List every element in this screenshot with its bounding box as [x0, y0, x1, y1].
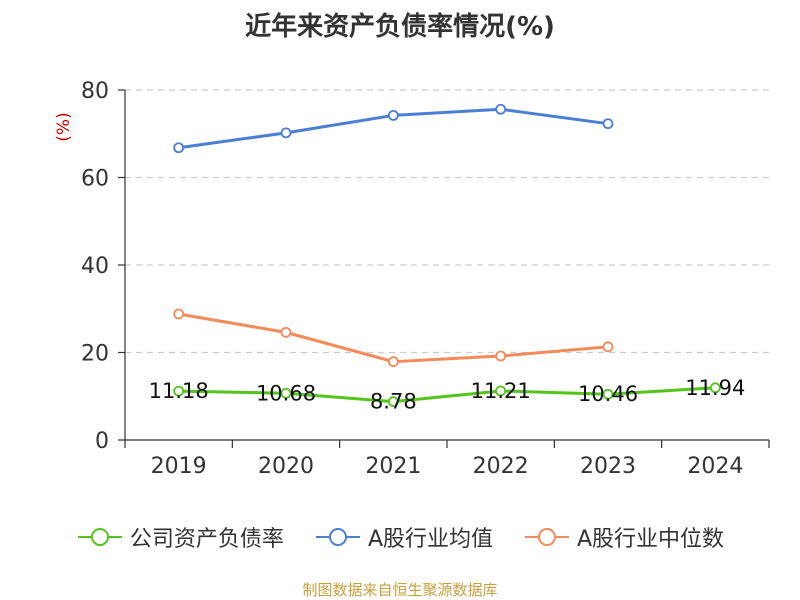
source-note: 制图数据来自恒生聚源数据库 — [302, 581, 498, 599]
legend-item-industry-average[interactable]: A股行业均值 — [314, 521, 493, 553]
data-point — [387, 356, 399, 368]
data-label: 10.46 — [578, 382, 638, 406]
data-point — [173, 385, 185, 397]
x-tick-label: 2020 — [258, 454, 314, 479]
data-point — [602, 388, 614, 400]
y-tick-label: 40 — [81, 254, 109, 279]
data-point — [280, 387, 292, 399]
data-point — [602, 341, 614, 353]
data-point — [495, 385, 507, 397]
axes: 0 20 40 60 80 2019 2020 2021 2022 2023 2024 — [81, 79, 770, 479]
data-point — [602, 118, 614, 130]
legend-label: A股行业均值 — [367, 527, 493, 552]
y-tick-label: 60 — [81, 167, 109, 192]
data-label: 10.68 — [256, 381, 316, 405]
data-label: 11.21 — [471, 379, 531, 403]
series-line — [178, 312, 609, 364]
data-labels: 11.18 10.68 8.78 11.21 10.46 11.94 — [149, 376, 746, 414]
y-axis-unit-label: (%) — [54, 112, 74, 141]
data-point — [495, 103, 507, 115]
series-line — [178, 386, 716, 404]
data-point — [495, 350, 507, 362]
data-label: 8.78 — [370, 390, 417, 414]
legend: 公司资产负债率 A股行业均值 A股行业中位数 — [0, 519, 800, 555]
x-tick-label: 2019 — [151, 454, 207, 479]
y-tick-label: 80 — [81, 79, 109, 104]
data-point — [280, 326, 292, 338]
x-tick-label: 2024 — [687, 454, 743, 479]
legend-item-industry-median[interactable]: A股行业中位数 — [523, 521, 724, 553]
legend-marker-icon — [77, 528, 122, 546]
legend-marker-icon — [315, 528, 360, 546]
data-point — [387, 109, 399, 121]
series-lines — [173, 103, 721, 407]
data-label: 11.18 — [149, 379, 209, 403]
legend-marker-icon — [525, 528, 569, 546]
data-point — [709, 382, 721, 394]
legend-item-company[interactable]: 公司资产负债率 — [76, 521, 284, 553]
grid-lines — [125, 89, 769, 354]
data-point — [387, 396, 399, 407]
y-tick-label: 20 — [81, 342, 109, 367]
legend-label: 公司资产负债率 — [129, 527, 284, 552]
data-point — [173, 142, 185, 154]
data-point — [280, 127, 292, 139]
legend-label: A股行业中位数 — [577, 527, 725, 552]
data-label: 11.94 — [685, 376, 745, 400]
chart-title: 近年来资产负债率情况(%) — [245, 12, 555, 42]
data-point — [173, 308, 185, 320]
y-tick-label: 0 — [95, 429, 109, 454]
x-tick-label: 2022 — [473, 454, 529, 479]
x-tick-label: 2023 — [580, 454, 636, 479]
x-tick-label: 2021 — [365, 454, 421, 479]
